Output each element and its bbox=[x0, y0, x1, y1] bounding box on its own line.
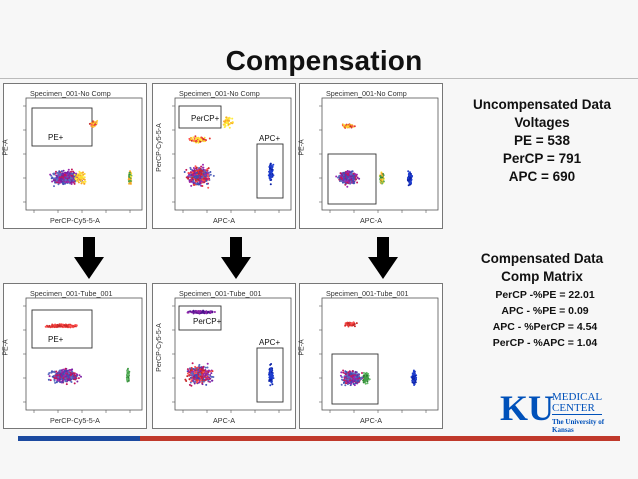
plot-title: Specimen_001-Tube_001 bbox=[326, 289, 409, 298]
down-arrow-icon bbox=[221, 237, 251, 279]
comp-heading: Compensated Data bbox=[480, 251, 604, 266]
footer-bar-blue bbox=[18, 436, 140, 441]
plot-title: Specimen_001-No Comp bbox=[326, 89, 407, 98]
compensated-heading-block: Compensated Data Comp Matrix bbox=[452, 250, 632, 286]
plot-bottom-2-canvas bbox=[172, 297, 292, 413]
footer-bar-red bbox=[140, 436, 620, 441]
plot-title: Specimen_001-Tube_001 bbox=[30, 289, 113, 298]
plot-bottom-3-canvas bbox=[319, 297, 439, 413]
matrix-row: PerCP - %APC = 1.04 bbox=[492, 337, 598, 349]
plot-bottom-1-canvas bbox=[23, 297, 143, 413]
logo-mark: KU bbox=[500, 388, 554, 428]
plot-title: Specimen_001-No Comp bbox=[179, 89, 260, 98]
plot-title: Specimen_001-No Comp bbox=[30, 89, 111, 98]
plot-bottom-2: Specimen_001-Tube_001 APC-A PerCP-Cy5-5-… bbox=[152, 283, 296, 429]
uncomp-line: PE = 538 bbox=[514, 133, 570, 148]
plot-top-2-canvas bbox=[172, 97, 292, 213]
matrix-row: APC - %PE = 0.09 bbox=[501, 305, 589, 317]
uncomp-heading: Uncompensated Data bbox=[472, 97, 612, 112]
logo-line1: MEDICAL bbox=[552, 391, 603, 403]
gate-label: PerCP+ bbox=[193, 317, 222, 326]
plot-top-3-canvas bbox=[319, 97, 439, 213]
comp-subheading: Comp Matrix bbox=[501, 269, 583, 284]
uncomp-line: Voltages bbox=[514, 115, 570, 130]
plot-title: Specimen_001-Tube_001 bbox=[179, 289, 262, 298]
logo-tagline: The University of Kansas bbox=[552, 418, 605, 434]
gate-label: PerCP+ bbox=[191, 114, 220, 123]
y-axis-label: PE-A bbox=[2, 339, 10, 356]
logo-text: MEDICAL CENTER bbox=[552, 391, 603, 415]
down-arrow-icon bbox=[74, 237, 104, 279]
y-axis-label: PE-A bbox=[2, 139, 10, 156]
logo-line2: CENTER bbox=[552, 402, 595, 414]
comp-matrix: PerCP -%PE = 22.01 APC - %PE = 0.09 APC … bbox=[470, 287, 620, 351]
plot-bottom-1: Specimen_001-Tube_001 PerCP-Cy5-5-A PE-A… bbox=[3, 283, 147, 429]
plot-top-1-canvas bbox=[23, 97, 143, 213]
gate-label: PE+ bbox=[48, 335, 64, 344]
plot-bottom-3: Specimen_001-Tube_001 APC-A PE-A bbox=[299, 283, 443, 429]
gate-label-2: APC+ bbox=[259, 338, 281, 347]
uncomp-line: PerCP = 791 bbox=[502, 151, 582, 166]
plot-top-1: Specimen_001-No Comp PerCP-Cy5-5-A PE-A … bbox=[3, 83, 147, 229]
matrix-row: APC - %PerCP = 4.54 bbox=[492, 321, 598, 333]
x-axis-label: APC-A bbox=[213, 216, 235, 225]
down-arrow-icon bbox=[368, 237, 398, 279]
gate-label: PE+ bbox=[48, 133, 64, 142]
x-axis-label: PerCP-Cy5-5-A bbox=[50, 216, 100, 225]
gate-label-2: APC+ bbox=[259, 134, 281, 143]
y-axis-label: PE-A bbox=[298, 139, 306, 156]
plot-top-3: Specimen_001-No Comp APC-A PE-A bbox=[299, 83, 443, 229]
slide-title: Compensation bbox=[225, 45, 423, 76]
x-axis-label: APC-A bbox=[360, 216, 382, 225]
x-axis-label: APC-A bbox=[360, 416, 382, 425]
title-divider bbox=[0, 78, 638, 79]
uncomp-line: APC = 690 bbox=[508, 169, 576, 184]
uncompensated-info: Uncompensated Data Voltages PE = 538 Per… bbox=[452, 96, 632, 186]
y-axis-label: PE-A bbox=[298, 339, 306, 356]
ku-medical-center-logo: KU MEDICAL CENTER The University of Kans… bbox=[500, 388, 612, 434]
matrix-row: PerCP -%PE = 22.01 bbox=[495, 289, 595, 301]
y-axis-label: PerCP-Cy5-5-A bbox=[155, 123, 163, 172]
x-axis-label: PerCP-Cy5-5-A bbox=[50, 416, 100, 425]
y-axis-label: PerCP-Cy5-5-A bbox=[155, 323, 163, 372]
plot-top-2: Specimen_001-No Comp APC-A PerCP-Cy5-5-A… bbox=[152, 83, 296, 229]
x-axis-label: APC-A bbox=[213, 416, 235, 425]
